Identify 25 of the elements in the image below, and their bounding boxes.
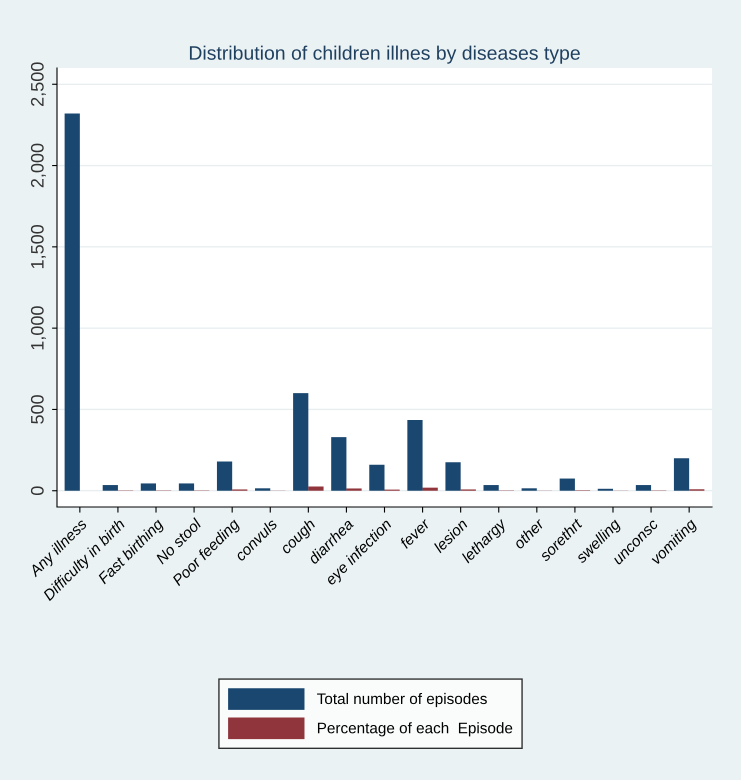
bar	[64, 114, 80, 491]
bar	[445, 462, 461, 491]
y-tick-label: 0	[30, 486, 44, 496]
bar	[178, 483, 194, 491]
y-tick-label: 500	[30, 395, 44, 424]
bar	[102, 485, 118, 491]
bar	[293, 393, 308, 491]
bar	[369, 464, 384, 491]
legend-label: Percentage of each Episode	[318, 722, 512, 736]
y-tick-label: 1,000	[30, 306, 46, 350]
bar	[216, 461, 232, 491]
legend-label: Total number of episodes	[317, 692, 487, 708]
bar	[422, 488, 438, 491]
bar	[674, 458, 690, 491]
y-tick-label: 2,000	[30, 144, 46, 188]
bar	[407, 420, 423, 491]
chart-title: Distribution of children illnes by diseases type	[190, 46, 580, 64]
bar	[636, 485, 652, 491]
bar	[308, 486, 324, 491]
bar	[484, 485, 499, 491]
bar	[331, 437, 346, 491]
bar	[140, 483, 156, 491]
y-tick-label: 1,500	[30, 224, 46, 268]
y-tick-label: 2,500	[30, 62, 46, 106]
bar	[560, 478, 575, 491]
